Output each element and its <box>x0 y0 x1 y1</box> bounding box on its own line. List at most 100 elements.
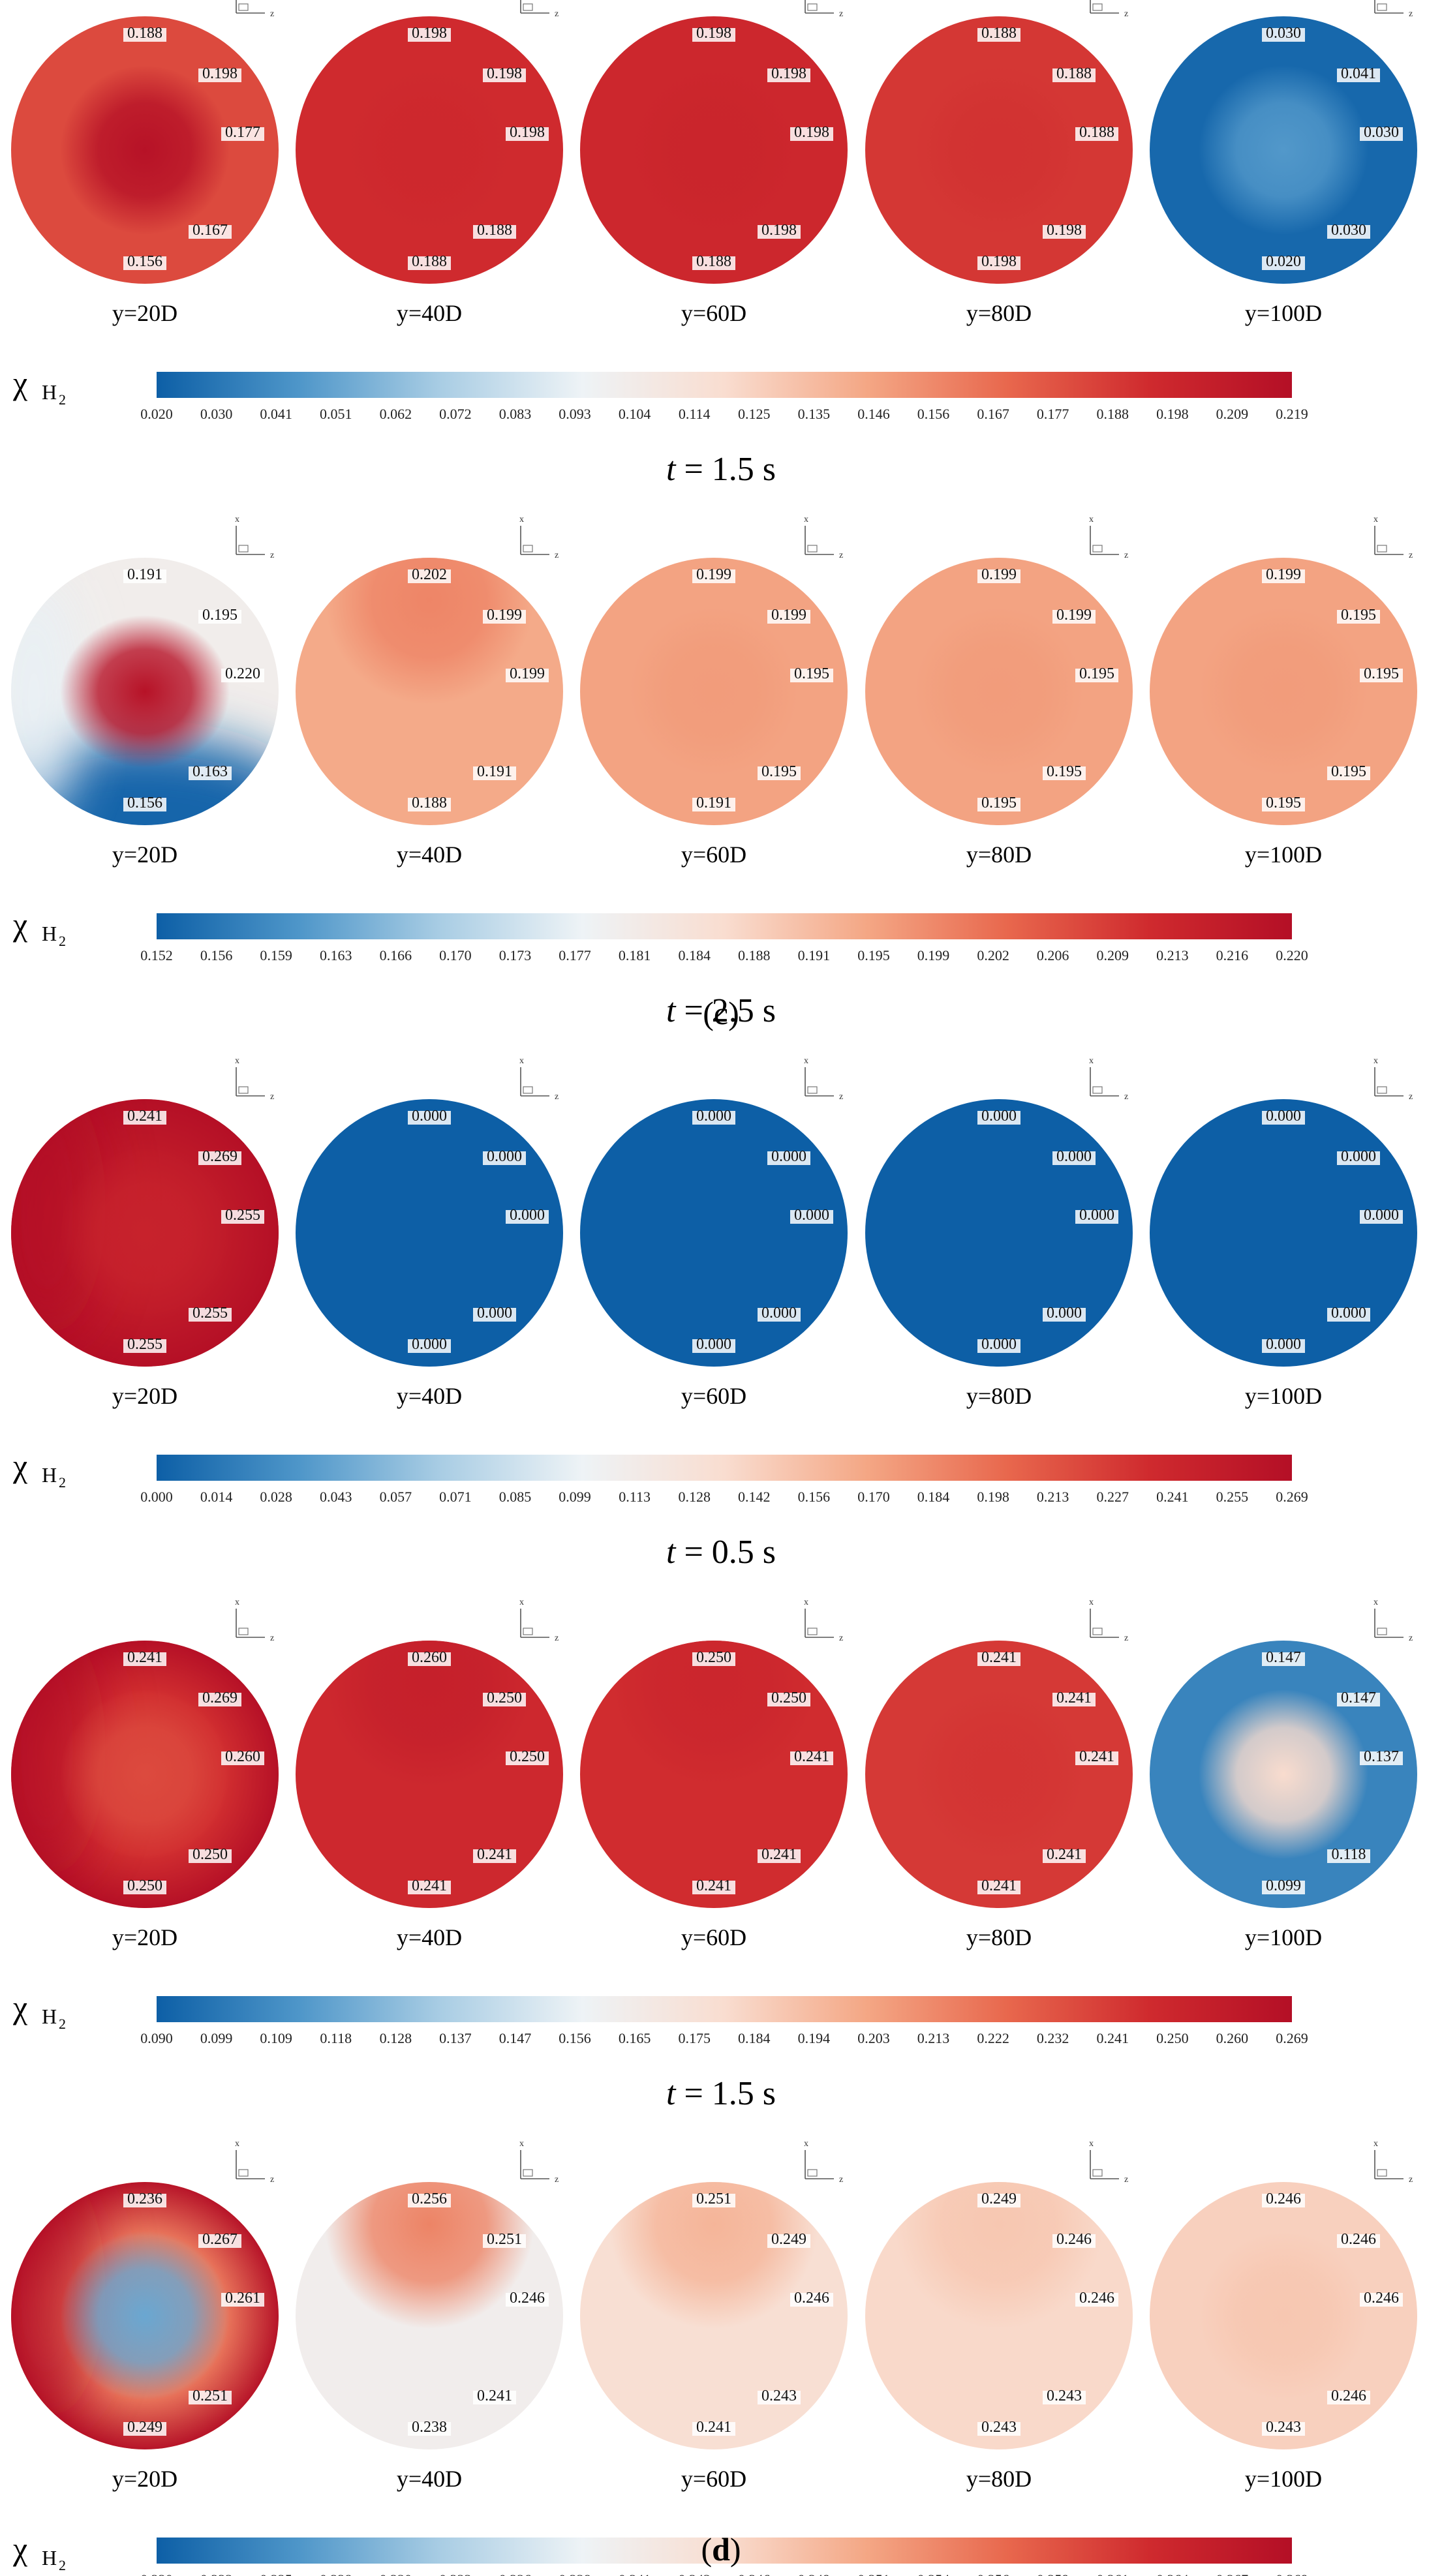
axis-label-z: z <box>839 2175 843 2185</box>
colorbar-tick: 0.254 <box>917 2571 950 2576</box>
contour-value-label: 0.256 <box>412 2190 447 2207</box>
colorbar-tick: 0.219 <box>1276 406 1308 422</box>
contour-value-label: 0.188 <box>981 25 1017 42</box>
colorbar-tick: 0.051 <box>320 406 352 422</box>
colorbar-tick: 0.170 <box>439 947 472 963</box>
colorbar-tick: 0.090 <box>140 2030 173 2046</box>
colorbar: χH2 0.220 0.223 0.225 0.228 0.230 0.233 0.236 0.… <box>12 2530 1308 2576</box>
colorbar-tick: 0.173 <box>499 947 532 963</box>
contour-value-label: 0.241 <box>696 1877 731 1894</box>
axis-label-z: z <box>1124 1633 1128 1643</box>
colorbar-tick: 0.177 <box>559 947 591 963</box>
colorbar-tick: 0.233 <box>439 2571 472 2576</box>
colorbar-tick: 0.213 <box>917 2030 950 2046</box>
contour-value-label: 0.147 <box>1266 1649 1301 1666</box>
colorbar-tick: 0.255 <box>1216 1489 1249 1505</box>
contour-value-label: 0.249 <box>981 2190 1017 2207</box>
axis-label-x: x <box>235 1056 239 1066</box>
axis-label-x: x <box>519 515 524 524</box>
axis-label-x: x <box>519 2139 524 2149</box>
colorbar-tick: 0.181 <box>619 947 651 963</box>
contour-value-label: 0.243 <box>981 2419 1017 2436</box>
axis-label-x: x <box>519 1056 524 1066</box>
contour-value-label: 0.241 <box>1047 1846 1082 1863</box>
contour-panel: 0.250 0.250 0.241 0.241 0.241 x z y=60D <box>580 1598 848 1950</box>
position-label: y=20D <box>112 1383 177 1409</box>
position-label: y=60D <box>681 1383 746 1409</box>
contour-value-label: 0.198 <box>412 25 447 42</box>
axis-label-x: x <box>804 515 808 524</box>
colorbar-tick: 0.028 <box>260 1489 292 1505</box>
colorbar: χ H 2 0.020 0.030 0.041 0.051 0.062 0.072 0.083 0.… <box>12 365 1308 422</box>
colorbar-tick: 0.165 <box>619 2030 651 2046</box>
colorbar-tick: 0.236 <box>499 2571 532 2576</box>
colorbar-tick: 0.159 <box>260 947 292 963</box>
colorbar-tick: 0.166 <box>380 947 412 963</box>
axis-label-x: x <box>1373 1056 1378 1066</box>
colorbar-tick: 0.222 <box>977 2030 1009 2046</box>
contour-value-label: 0.199 <box>1266 566 1301 583</box>
position-label: y=60D <box>681 1924 746 1950</box>
legend-symbol: χ <box>12 1989 27 2025</box>
legend-subscript-index: 2 <box>59 933 66 949</box>
colorbar-tick: 0.209 <box>1216 406 1249 422</box>
colorbar-tick: 0.135 <box>798 406 831 422</box>
axis-label-z: z <box>1409 2175 1413 2185</box>
contour-value-label: 0.198 <box>202 65 238 82</box>
legend-symbol: χ <box>12 365 27 401</box>
colorbar-tick: 0.195 <box>857 947 890 963</box>
contour-panel: 0.260 0.250 0.250 0.241 0.241 x z y=40D <box>296 1598 563 1950</box>
contour-value-label: 0.198 <box>487 65 522 82</box>
axis-label-z: z <box>555 9 559 19</box>
contour-value-label: 0.099 <box>1266 1877 1301 1894</box>
colorbar-tick: 0.269 <box>1276 2030 1308 2046</box>
position-label: y=100D <box>1245 1383 1322 1409</box>
contour-value-label: 0.241 <box>477 2387 512 2404</box>
colorbar-tick: 0.099 <box>200 2030 233 2046</box>
axis-label-z: z <box>839 1633 843 1643</box>
colorbar-tick: 0.156 <box>798 1489 831 1505</box>
colorbar-tick: 0.146 <box>857 406 890 422</box>
colorbar-tick: 0.251 <box>857 2571 890 2576</box>
contour-value-label: 0.195 <box>761 763 797 780</box>
contour-panel: 0.256 0.251 0.246 0.241 0.238 x z y=40D <box>296 2139 563 2492</box>
contour-panel: 0.147 0.147 0.137 0.118 0.099 x z y=100D <box>1150 1598 1417 1950</box>
colorbar-tick: 0.230 <box>380 2571 412 2576</box>
contour-value-label: 0.000 <box>1364 1207 1399 1224</box>
axis-label-x: x <box>804 1056 808 1066</box>
colorbar-tick: 0.014 <box>200 1489 233 1505</box>
colorbar-tick: 0.256 <box>977 2571 1009 2576</box>
contour-value-label: 0.241 <box>127 1649 162 1666</box>
colorbar-tick: 0.099 <box>559 1489 591 1505</box>
contour-value-label: 0.251 <box>696 2190 731 2207</box>
contour-panel: 0.000 0.000 0.000 0.000 0.000 x z y=80D <box>865 1056 1133 1409</box>
position-label: y=80D <box>966 2466 1032 2492</box>
contour-value-label: 0.246 <box>794 2290 829 2307</box>
figure-row: 0.2360.2670.2610.2510.249xzy=20D0.2560.2… <box>11 2139 1417 2576</box>
contour-value-label: 0.000 <box>1341 1148 1376 1165</box>
position-label: y=40D <box>397 841 462 868</box>
position-label: y=40D <box>397 300 462 326</box>
contour-value-label: 0.000 <box>761 1305 797 1322</box>
contour-value-label: 0.030 <box>1364 124 1399 141</box>
figure-row: 0.191 0.195 0.220 0.163 0.156 x z y=20D 0.202 0.1… <box>11 515 1417 1029</box>
axis-label-z: z <box>1409 551 1413 560</box>
contour-value-label: 0.250 <box>771 1690 806 1706</box>
legend-subscript-base: H <box>42 380 57 404</box>
contour-panel: 0.202 0.199 0.199 0.191 0.188 x z y=40D <box>296 515 563 868</box>
figure-section: 0.188 0.198 0.177 0.167 0.156 x z y=20D 0.198 0.1… <box>11 0 1417 1031</box>
legend-subscript-base: H <box>42 922 57 945</box>
colorbar-tick: 0.243 <box>678 2571 711 2576</box>
axis-label-z: z <box>1409 1092 1413 1102</box>
colorbar-tick: 0.209 <box>1097 947 1129 963</box>
contour-value-label: 0.030 <box>1266 25 1301 42</box>
colorbar-tick: 0.083 <box>499 406 532 422</box>
contour-value-label: 0.041 <box>1341 65 1376 82</box>
contour-value-label: 0.241 <box>477 1846 512 1863</box>
colorbar-tick: 0.241 <box>619 2571 651 2576</box>
contour-value-label: 0.195 <box>1331 763 1366 780</box>
contour-value-label: 0.246 <box>1056 2231 1092 2248</box>
contour-value-label: 0.255 <box>192 1305 228 1322</box>
contour-value-label: 0.243 <box>761 2387 797 2404</box>
axis-label-z: z <box>270 2175 274 2185</box>
